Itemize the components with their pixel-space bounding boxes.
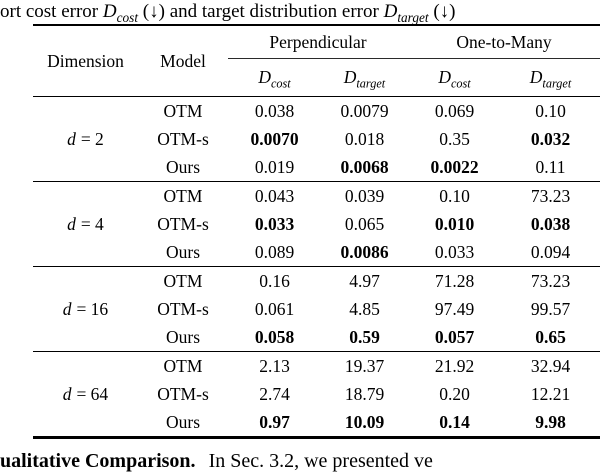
table-row: Ours 0.058 0.59 0.057 0.65 xyxy=(33,323,600,352)
paragraph-heading: ualitative Comparison. xyxy=(0,450,196,472)
results-table: Dimension Model Perpendicular One-to-Man… xyxy=(33,24,601,439)
model-label: Ours xyxy=(165,241,201,262)
value-cell: 0.058 xyxy=(254,326,295,347)
col-header-dtarget-perp: Dtarget xyxy=(321,58,408,97)
caption-text-mid: (↓) and target distribution error xyxy=(138,1,384,22)
table-row: d = 16 OTM 0.16 4.97 71.28 73.23 xyxy=(33,266,601,352)
value-cell: 32.94 xyxy=(501,351,601,380)
value-cell: 73.23 xyxy=(501,181,601,210)
col-header-dcost-otm: Dcost xyxy=(408,58,501,97)
model-label: OTM-s xyxy=(157,128,209,149)
math-d-cost-sub: cost xyxy=(116,9,139,25)
value-cell: 0.0079 xyxy=(340,100,389,121)
table-row: OTM-s 2.74 18.79 0.20 12.21 xyxy=(33,380,600,408)
value-cell: 0.0068 xyxy=(340,156,389,177)
caption-text-suffix: (↓) xyxy=(428,1,456,22)
caption-text-prefix: ort cost error xyxy=(0,1,103,22)
value-cell: 0.057 xyxy=(434,326,475,347)
dimension-label-d4: d = 4 xyxy=(33,181,138,267)
table-caption-top: ort cost error Dcost (↓) and target dist… xyxy=(0,0,456,25)
math-d-target-base: D xyxy=(383,1,398,22)
value-cell: 4.85 xyxy=(349,298,380,319)
value-cell: 0.043 xyxy=(228,181,321,210)
value-cell: 0.038 xyxy=(254,100,295,121)
header-row-metrics: Dcost Dtarget Dcost Dtarget xyxy=(33,58,601,97)
model-label: OTM-s xyxy=(157,383,209,404)
value-cell: 0.065 xyxy=(344,213,385,234)
math-d-cost-base: D xyxy=(102,1,117,22)
value-cell: 0.20 xyxy=(439,383,470,404)
value-cell: 0.0086 xyxy=(340,241,389,262)
col-header-model: Model xyxy=(138,25,228,97)
value-cell: 0.010 xyxy=(434,213,475,234)
dimension-label-d16: d = 16 xyxy=(33,266,138,352)
value-cell: 0.019 xyxy=(254,156,295,177)
value-cell: 0.069 xyxy=(434,100,475,121)
value-cell: 0.0070 xyxy=(250,128,299,149)
value-cell: 73.23 xyxy=(501,266,601,295)
table-row: Ours 0.97 10.09 0.14 9.98 xyxy=(33,408,600,438)
dimension-label-d2: d = 2 xyxy=(67,128,104,149)
value-cell: 9.98 xyxy=(535,411,566,432)
model-label: OTM xyxy=(163,100,203,121)
value-cell: 0.11 xyxy=(535,156,566,177)
value-cell: 0.10 xyxy=(408,181,501,210)
table-row: OTM-s 0.0070 0.018 0.35 0.032 xyxy=(33,125,600,153)
value-cell: 0.0022 xyxy=(430,156,479,177)
col-group-one-to-many: One-to-Many xyxy=(408,25,601,59)
value-cell: 99.57 xyxy=(530,298,571,319)
value-cell: 0.65 xyxy=(535,326,566,347)
value-cell: 0.14 xyxy=(439,411,470,432)
model-label: OTM-s xyxy=(157,213,209,234)
col-header-dcost-perp: Dcost xyxy=(228,58,321,97)
value-cell: 0.032 xyxy=(530,128,571,149)
paragraph-text: In Sec. 3.2, we presented ve xyxy=(208,450,433,472)
value-cell: 0.16 xyxy=(228,266,321,295)
value-cell: 0.061 xyxy=(254,298,295,319)
value-cell: 0.97 xyxy=(259,411,290,432)
value-cell: 0.089 xyxy=(254,241,295,262)
col-group-perpendicular: Perpendicular xyxy=(228,25,408,59)
body-text-paragraph: ualitative Comparison. In Sec. 3.2, we pr… xyxy=(0,449,433,473)
value-cell: 0.018 xyxy=(344,128,385,149)
header-row-groups: Dimension Model Perpendicular One-to-Man… xyxy=(33,25,601,97)
value-cell: 0.10 xyxy=(535,100,566,121)
value-cell: 12.21 xyxy=(530,383,571,404)
value-cell: 0.038 xyxy=(530,213,571,234)
table-row: OTM-s 0.033 0.065 0.010 0.038 xyxy=(33,210,600,238)
col-header-dtarget-otm: Dtarget xyxy=(501,58,601,97)
dimension-label-d64: d = 64 xyxy=(33,351,138,438)
value-cell: 18.79 xyxy=(344,383,385,404)
model-label: OTM-s xyxy=(157,298,209,319)
value-cell: 2.13 xyxy=(228,351,321,380)
value-cell: 0.039 xyxy=(321,181,408,210)
value-cell: 21.92 xyxy=(408,351,501,380)
table-row: Ours 0.019 0.0068 0.0022 0.11 xyxy=(33,153,600,182)
value-cell: 71.28 xyxy=(408,266,501,295)
table-row: d = 64 OTM 2.13 19.37 21.92 32.94 xyxy=(33,351,601,438)
table-row: OTM-s 0.061 4.85 97.49 99.57 xyxy=(33,295,600,323)
math-d-target-sub: target xyxy=(397,9,429,25)
model-label: OTM xyxy=(138,181,228,210)
model-label: Ours xyxy=(165,411,201,432)
value-cell: 2.74 xyxy=(259,383,290,404)
model-label: OTM xyxy=(138,266,228,295)
table-row: d = 4 OTM 0.043 0.039 0.10 73.23 xyxy=(33,181,601,267)
model-label: Ours xyxy=(165,156,201,177)
value-cell: 0.59 xyxy=(349,326,380,347)
col-header-dimension: Dimension xyxy=(33,25,138,97)
value-cell: 0.094 xyxy=(530,241,571,262)
table-row: d = 2 OTM 0.038 0.0079 0.069 0.10 xyxy=(33,97,600,149)
value-cell: 0.35 xyxy=(439,128,470,149)
value-cell: 97.49 xyxy=(434,298,475,319)
model-label: OTM xyxy=(138,351,228,380)
model-label: Ours xyxy=(165,326,201,347)
value-cell: 0.033 xyxy=(254,213,295,234)
value-cell: 0.033 xyxy=(434,241,475,262)
value-cell: 10.09 xyxy=(344,411,385,432)
value-cell: 4.97 xyxy=(321,266,408,295)
value-cell: 19.37 xyxy=(321,351,408,380)
table-row: Ours 0.089 0.0086 0.033 0.094 xyxy=(33,238,600,267)
